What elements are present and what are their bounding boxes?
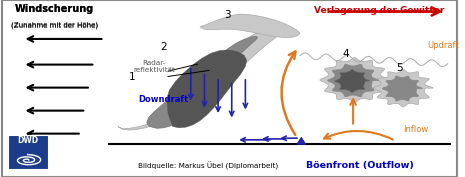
Polygon shape xyxy=(118,25,288,130)
Text: 2: 2 xyxy=(160,42,167,52)
Text: Verlagerung der Gewitter: Verlagerung der Gewitter xyxy=(314,6,444,15)
Text: Downdraft: Downdraft xyxy=(139,95,189,104)
Text: 4: 4 xyxy=(342,49,349,59)
Text: (Zunahme mit der Höhe): (Zunahme mit der Höhe) xyxy=(11,22,98,29)
Text: (Zunahme mit der Höhe): (Zunahme mit der Höhe) xyxy=(11,22,98,28)
Text: Updraft: Updraft xyxy=(427,41,459,50)
Text: 3: 3 xyxy=(224,10,231,20)
Polygon shape xyxy=(147,36,258,128)
Polygon shape xyxy=(382,76,422,101)
Polygon shape xyxy=(328,64,379,97)
Polygon shape xyxy=(335,70,370,93)
Text: 1: 1 xyxy=(128,72,135,82)
Text: Bildquelle: Markus Übel (Diplomarbeit): Bildquelle: Markus Übel (Diplomarbeit) xyxy=(138,161,278,170)
Text: 5: 5 xyxy=(397,63,403,73)
Text: Windscherung: Windscherung xyxy=(15,4,94,14)
Text: Inflow: Inflow xyxy=(403,125,428,134)
Text: Windscherung: Windscherung xyxy=(15,4,94,14)
Polygon shape xyxy=(200,14,300,38)
FancyBboxPatch shape xyxy=(7,135,47,169)
Polygon shape xyxy=(373,69,433,107)
Polygon shape xyxy=(167,50,247,128)
Text: DWD: DWD xyxy=(17,136,38,145)
Polygon shape xyxy=(297,137,306,144)
Text: Böenfront (Outflow): Böenfront (Outflow) xyxy=(306,161,414,170)
Text: Radar-
reflektivität: Radar- reflektivität xyxy=(133,60,175,73)
Polygon shape xyxy=(320,58,389,102)
